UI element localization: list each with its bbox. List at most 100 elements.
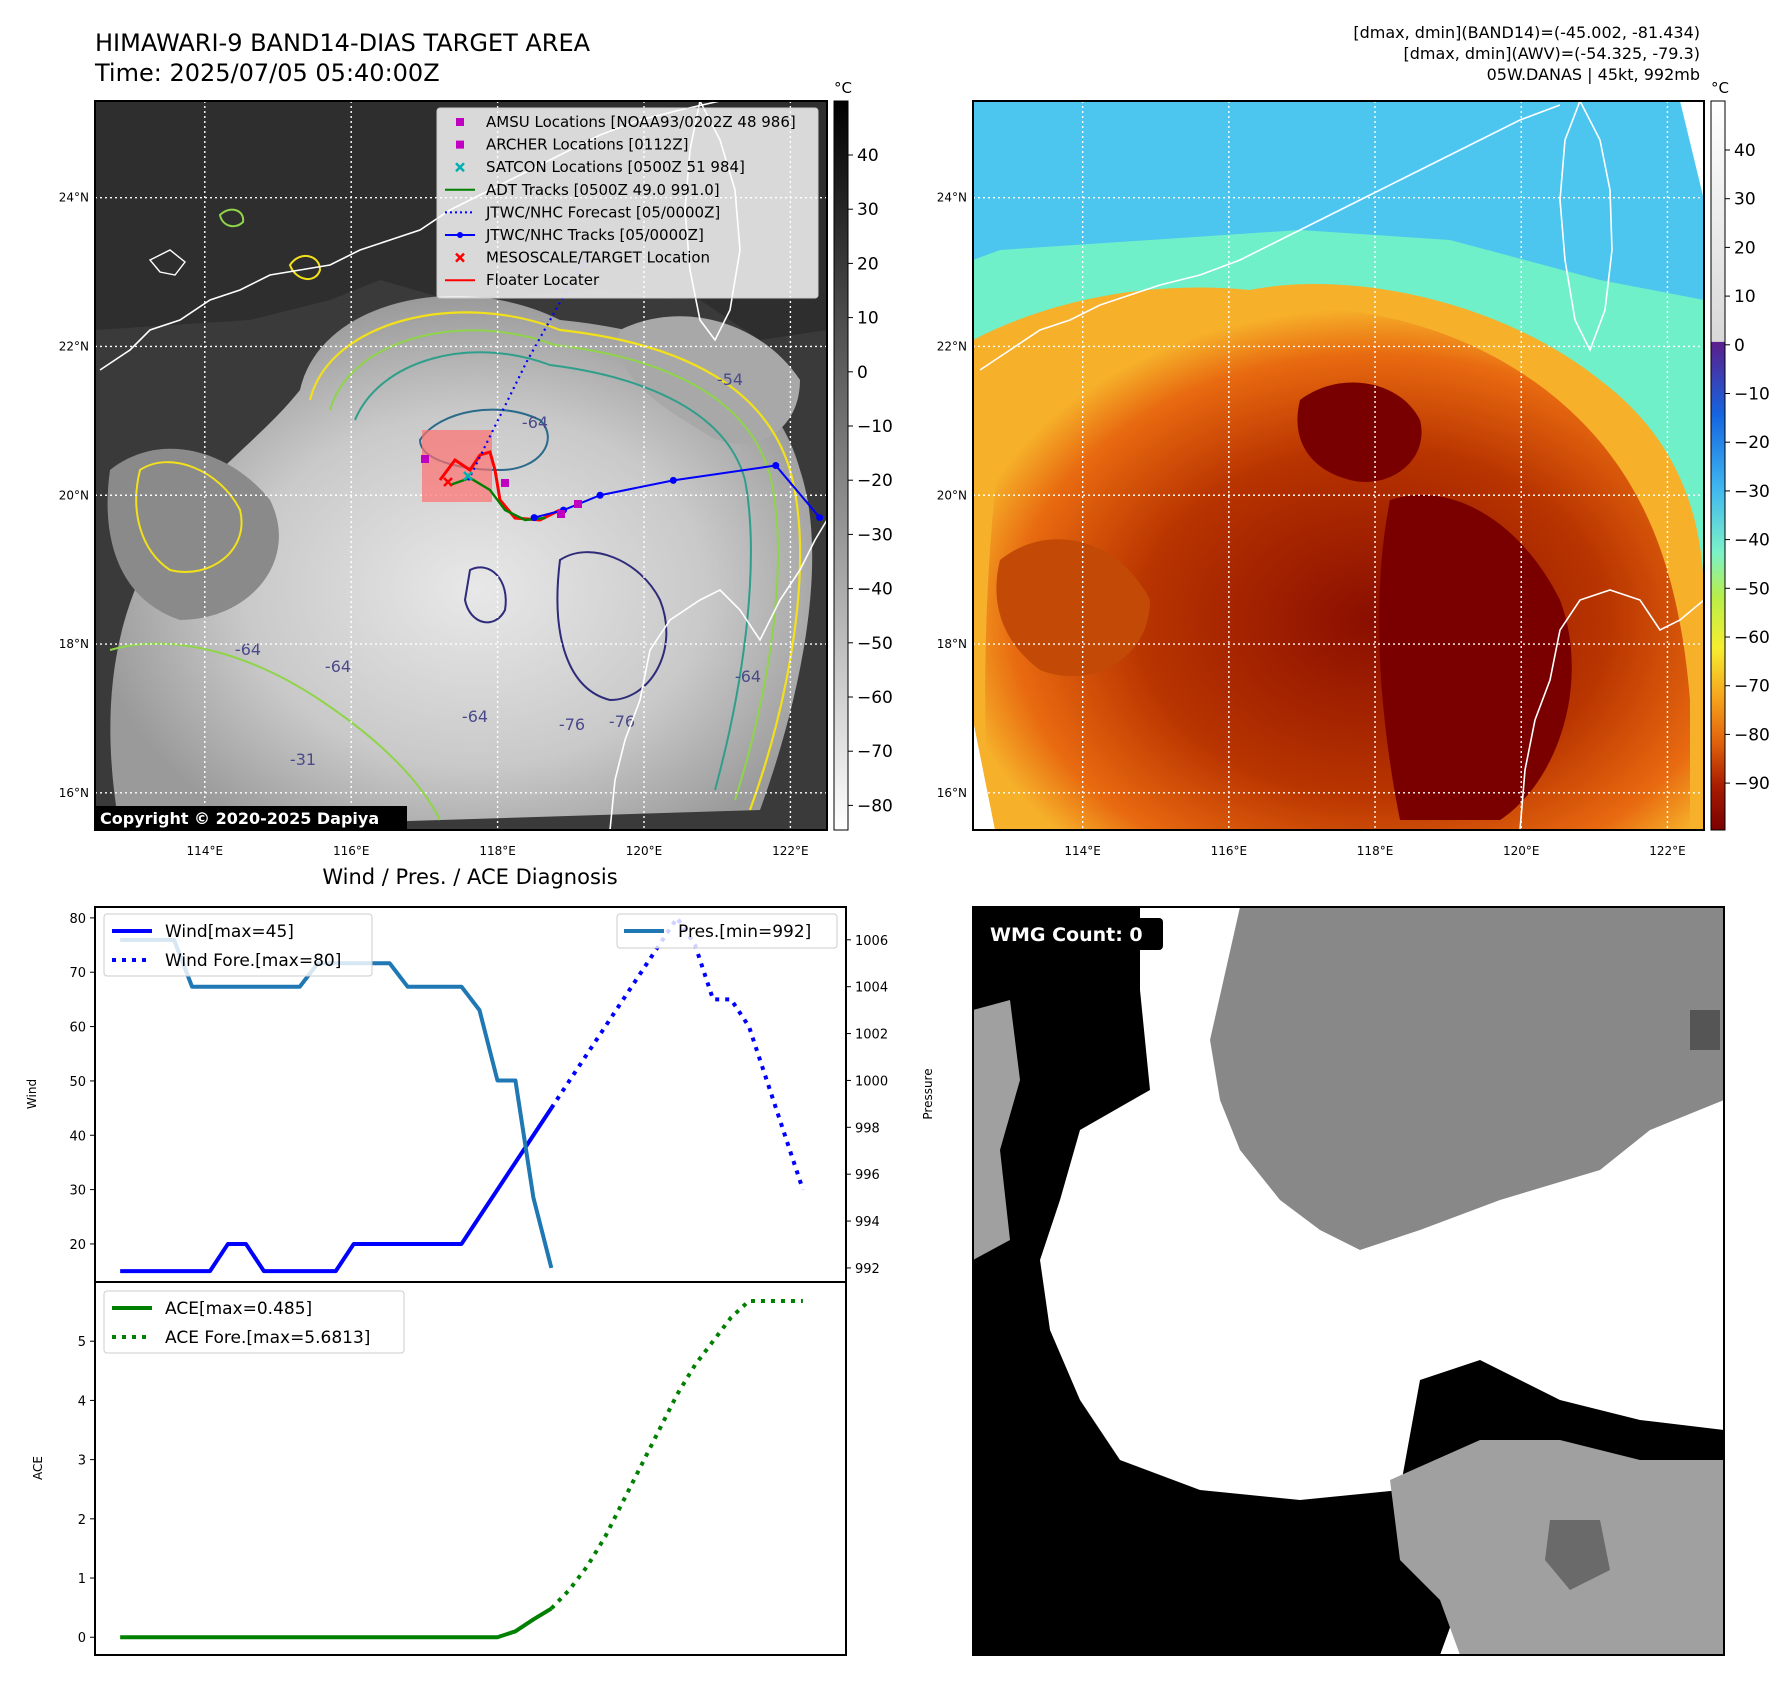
awv-lat-labels: 24°N 22°N 20°N 18°N 16°N <box>937 191 967 800</box>
awv-lon-label-2: 118°E <box>1357 844 1394 858</box>
ir-legend: AMSU Locations [NOAA93/0202Z 48 986] ARCH… <box>436 107 819 299</box>
wind-fore-legend-label: Wind Fore.[max=80] <box>165 951 341 971</box>
copyright-text: Copyright © 2020-2025 Dapiya <box>100 809 379 828</box>
ir-legend-label-2: SATCON Locations [0500Z 51 984] <box>486 158 745 176</box>
contour-labels: -64 -64 -31 -76 -76 -64 -54 -64 -64 <box>235 370 761 769</box>
ir-cbar-ticks-label-12: −80 <box>857 796 893 816</box>
ir-lon-labels: 114°E 116°E 118°E 120°E 122°E <box>187 844 809 858</box>
ir-lon-label-1: 116°E <box>333 844 370 858</box>
ir-legend-swatch-6 <box>455 252 465 263</box>
diagnosis-chart: Wind / Pres. / ACE Diagnosis 20304050607… <box>25 865 935 1656</box>
awv-gridlines <box>973 101 1704 830</box>
ir-colorbar-unit: °C <box>834 79 852 97</box>
pressure-yticks: 992 994 996 998 1000 1002 1004 1006 <box>846 934 888 1277</box>
wind-ytick-label-4: 60 <box>69 1021 86 1036</box>
contour-label-6: -54 <box>717 370 743 389</box>
coastline-luzon <box>609 519 827 830</box>
wmg-grey-north <box>1210 907 1724 1250</box>
awv-cbar-ticks-label-7: −30 <box>1734 482 1770 502</box>
contour-west-yellow <box>135 461 243 573</box>
wind-ytick-label-6: 80 <box>69 912 86 927</box>
ir-lat-label-2: 20°N <box>59 488 89 502</box>
ir-legend-swatch-2 <box>455 162 465 173</box>
wind-ytick-label-1: 30 <box>69 1184 86 1199</box>
contour-label-7: -64 <box>462 707 488 726</box>
contour-navy-1 <box>556 551 668 702</box>
ir-cbar-ticks-label-2: 20 <box>857 254 879 274</box>
jtwc-track-point-5 <box>816 514 824 522</box>
contour-label-1: -64 <box>325 657 351 676</box>
copyright-badge <box>95 806 407 830</box>
awv-lon-labels: 114°E 116°E 118°E 120°E 122°E <box>1064 844 1685 858</box>
ir-cbar-ticks-label-10: −60 <box>857 688 893 708</box>
ace-fore-legend-label: ACE Fore.[max=5.6813] <box>165 1328 370 1348</box>
pressure-legend: Pres.[min=992] <box>616 913 838 949</box>
ace-series-line-0 <box>120 1606 553 1640</box>
wind-yticks: 20 30 40 50 60 70 80 <box>69 912 95 1253</box>
ir-cloud-mass <box>110 295 813 830</box>
awv-cbar-ticks-label-4: 0 <box>1734 336 1745 356</box>
ir-lat-label-0: 24°N <box>59 191 89 205</box>
ace-axis-label: ACE <box>31 1456 45 1480</box>
ir-cbar-ticks-label-1: 30 <box>857 200 879 220</box>
awv-colorbar-ticks: 40 30 20 10 0 −10 −20 −30 −40 −50 −60 −70 −80 −90 <box>1725 141 1770 794</box>
amsu-marker <box>421 455 429 463</box>
awv-cbar-ticks-label-0: 40 <box>1734 141 1756 161</box>
contour-teal <box>354 351 752 791</box>
mesoscale-target-marker <box>443 477 453 487</box>
jtwc-forecast-line <box>467 256 587 481</box>
ir-cbar-ticks-label-4: 0 <box>857 363 868 383</box>
archer-marker-3 <box>574 500 582 508</box>
coastline-island <box>148 249 186 276</box>
pressure-axis-label: Pressure <box>921 1068 935 1119</box>
ace-legend-label: ACE[max=0.485] <box>165 1299 312 1319</box>
awv-cbar-ticks-label-1: 30 <box>1734 190 1756 210</box>
ir-cbar-ticks-label-6: −20 <box>857 471 893 491</box>
adt-track <box>449 476 546 522</box>
ir-legend-swatch-5 <box>445 232 475 238</box>
ir-map-panel: -64 -64 -31 -76 -76 -64 -54 -64 -64 <box>59 79 893 858</box>
ir-lat-label-1: 22°N <box>59 339 89 353</box>
awv-lat-label-3: 18°N <box>937 637 967 651</box>
contour-navy-2 <box>463 566 507 624</box>
pressure-ytick-label-2: 996 <box>855 1168 880 1183</box>
ir-cbar-ticks-label-11: −70 <box>857 742 893 762</box>
wmg-grey-west <box>973 1000 1020 1260</box>
wmg-dark-cell <box>1690 1010 1720 1050</box>
awv-colorbar-unit: °C <box>1711 79 1729 97</box>
ir-colorbar-ticks: 40 30 20 10 0 −10 −20 −30 −40 −50 −60 −70 −80 <box>848 146 893 816</box>
diagnosis-title: Wind / Pres. / ACE Diagnosis <box>322 865 617 889</box>
ir-cbar-ticks-label-5: −10 <box>857 417 893 437</box>
ir-legend-label-1: ARCHER Locations [0112Z] <box>486 136 689 154</box>
wind-ytick-label-3: 50 <box>69 1075 86 1090</box>
ir-colorbar <box>833 100 849 831</box>
awv-map-frame <box>972 100 1705 831</box>
pressure-ytick-label-3: 998 <box>855 1121 880 1136</box>
awv-lon-label-0: 114°E <box>1064 844 1101 858</box>
floater-locater-box <box>422 430 492 502</box>
wind-ytick-label-5: 70 <box>69 966 86 981</box>
contour-lightgreen <box>329 329 779 801</box>
ir-lon-label-4: 122°E <box>772 844 809 858</box>
ace-yticks: 0 1 2 3 4 5 <box>78 1335 95 1646</box>
wmg-dark-patch <box>1545 1520 1610 1590</box>
contour-label-0: -64 <box>235 640 261 659</box>
ace-ytick-label-5: 5 <box>78 1335 86 1350</box>
info-storm: 05W.DANAS | 45kt, 992mb <box>1487 65 1700 84</box>
ir-cloud-west <box>107 448 279 620</box>
awv-lat-label-4: 16°N <box>937 786 967 800</box>
ir-lat-labels: 24°N 22°N 20°N 18°N 16°N <box>59 191 89 800</box>
contour-southwest <box>109 642 441 821</box>
awv-coastline-luzon <box>1519 589 1704 830</box>
contour-label-4: -76 <box>609 712 635 731</box>
awv-nodata-sw <box>973 720 995 830</box>
awv-north-moist <box>973 101 1704 300</box>
wmg-count-label: WMG Count: 0 <box>990 924 1143 946</box>
awv-cbar-ticks-label-11: −70 <box>1734 677 1770 697</box>
contour-label-2: -31 <box>290 750 316 769</box>
info-awv: [dmax, dmin](AWV)=(-54.325, -79.3) <box>1403 44 1700 63</box>
awv-cold-top-2 <box>1379 494 1572 820</box>
ir-legend-label-7: Floater Locater <box>486 271 600 289</box>
awv-cbar-ticks-label-5: −10 <box>1734 385 1770 405</box>
ir-legend-swatch-1 <box>456 140 464 149</box>
